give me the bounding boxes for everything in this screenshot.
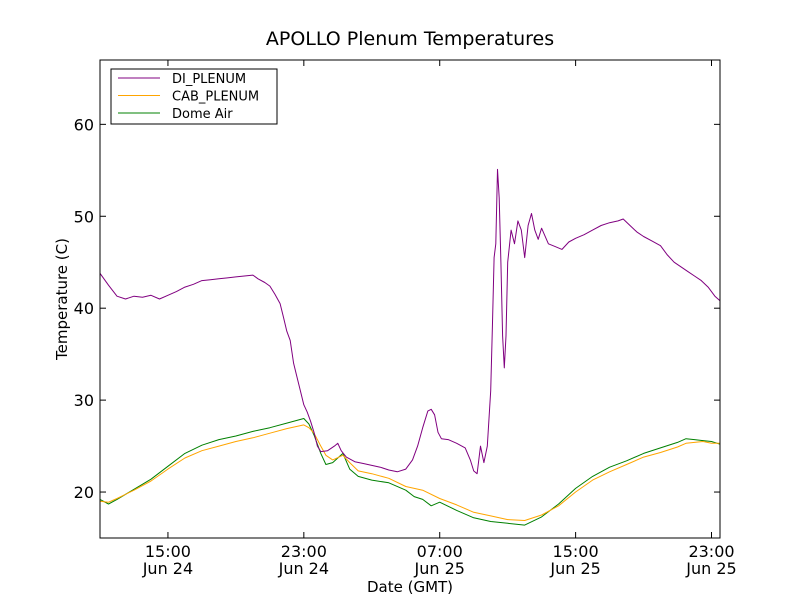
legend: DI_PLENUM CAB_PLENUM Dome Air — [110, 68, 278, 125]
x-tick-label-time: 23:00 — [688, 542, 734, 561]
x-axis-label: Date (GMT) — [367, 578, 453, 596]
series-line-di-plenum — [99, 168, 721, 475]
plot-frame — [99, 59, 721, 539]
series-line-cab-plenum — [99, 424, 720, 521]
x-tick-label-date: Jun 25 — [549, 559, 600, 578]
x-tick-label-date: Jun 24 — [142, 559, 193, 578]
y-tick-label: 50 — [74, 207, 94, 226]
x-tick-label-time: 07:00 — [417, 542, 463, 561]
y-axis-label: Temperature (C) — [53, 238, 71, 361]
x-tick-label-time: 15:00 — [553, 542, 599, 561]
legend-label: CAB_PLENUM — [172, 90, 259, 105]
y-tick-label: 60 — [74, 115, 94, 134]
legend-label: Dome Air — [172, 107, 233, 122]
legend-label: DI_PLENUM — [172, 72, 246, 87]
series-line-dome-air — [99, 418, 721, 526]
y-tick-label: 20 — [74, 483, 94, 502]
x-tick-label-date: Jun 25 — [685, 559, 736, 578]
y-tick-label: 40 — [74, 299, 94, 318]
y-tick-label: 30 — [74, 391, 94, 410]
chart-title: APOLLO Plenum Temperatures — [266, 28, 554, 50]
x-tick-label-time: 15:00 — [145, 542, 191, 561]
x-tick-label-date: Jun 24 — [278, 559, 329, 578]
series-layer — [99, 168, 721, 526]
x-tick-label-time: 23:00 — [281, 542, 327, 561]
x-tick-label-date: Jun 25 — [413, 559, 464, 578]
